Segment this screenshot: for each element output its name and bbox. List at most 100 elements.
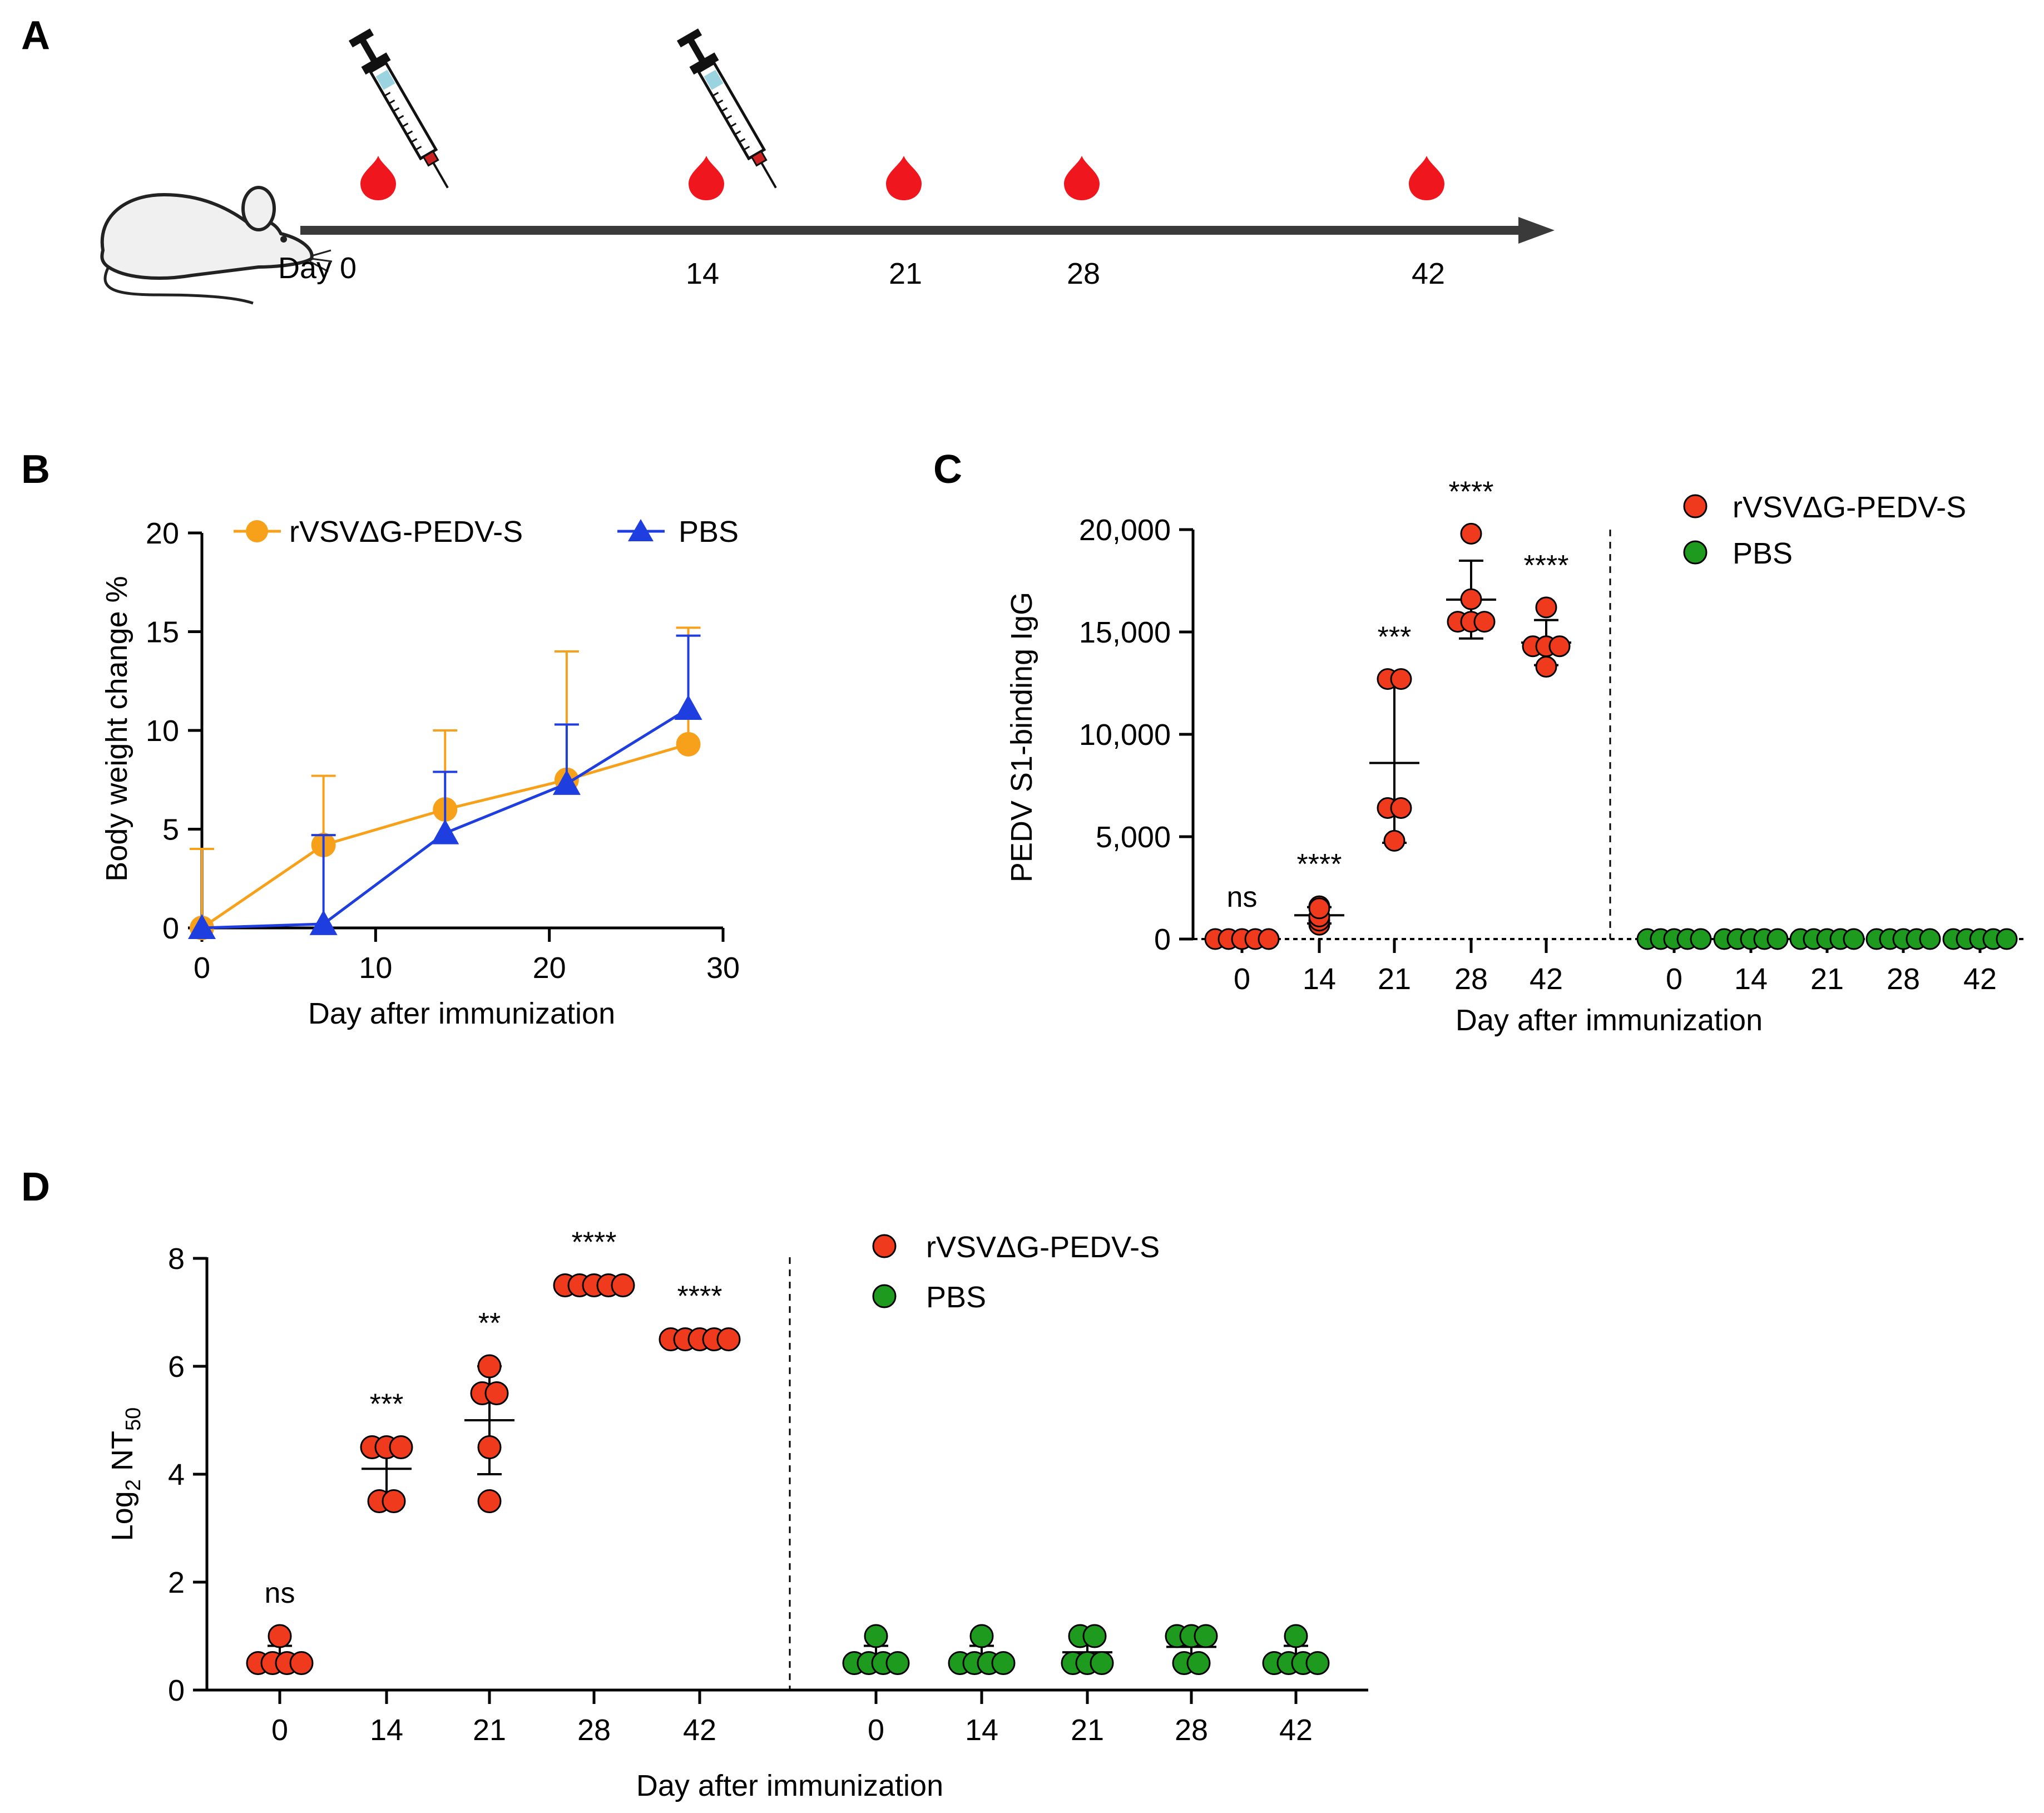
syringe-tick xyxy=(397,115,404,120)
panel-c-point xyxy=(1390,797,1412,819)
syringe-needle xyxy=(432,162,449,189)
panel-d-legend: rVSVΔG-PEDV-S PBS xyxy=(872,1231,1160,1314)
panel-c-legend: rVSVΔG-PEDV-S PBS xyxy=(1683,491,1966,570)
syringe-plunger xyxy=(688,39,705,62)
blood-drop-shape xyxy=(689,156,724,200)
panel-d-x-tick-label: 42 xyxy=(683,1713,716,1747)
panel-d-point xyxy=(389,1435,413,1459)
panel-d-y-label: Log2 NT50 xyxy=(106,1407,145,1542)
panel-label-c: C xyxy=(933,447,962,492)
panel-d-point xyxy=(477,1435,502,1459)
syringe-flange xyxy=(689,52,719,75)
syringe-tick xyxy=(415,146,422,151)
panel-b-legend-treatment: rVSVΔG-PEDV-S xyxy=(289,515,523,549)
panel-b-x-label: Day after immunization xyxy=(308,997,615,1030)
panel-c-x-tick-label: 42 xyxy=(1963,962,1997,996)
panel-c-point xyxy=(1460,588,1482,610)
panel-c-point xyxy=(1690,928,1712,950)
blood-drop-icon xyxy=(886,156,922,200)
panel-b-y-tick-label: 15 xyxy=(146,616,179,649)
syringe-tick xyxy=(402,122,409,128)
syringe-tick xyxy=(730,122,737,128)
panel-c-x-tick-label: 0 xyxy=(1666,962,1682,996)
panel-c-x-tick-label: 21 xyxy=(1378,962,1411,996)
panel-c-y-label: PEDV S1-binding IgG xyxy=(1005,592,1038,882)
timeline-day14-label: 14 xyxy=(686,257,719,290)
timeline-day28-label: 28 xyxy=(1067,257,1100,290)
syringe-tick xyxy=(410,138,418,143)
panel-d-y-tick-label: 0 xyxy=(168,1674,185,1707)
panel-d-point xyxy=(1082,1624,1107,1648)
legend-marker-control xyxy=(1683,540,1708,565)
panel-c-point xyxy=(1258,928,1280,950)
panel-b-legend: rVSVΔG-PEDV-S PBS xyxy=(234,515,739,549)
syringe-flange xyxy=(361,52,391,75)
panel-b-legend-control: PBS xyxy=(679,515,739,549)
panel-d-significance: ** xyxy=(478,1307,501,1340)
panel-b-weight-chart: 0 5 10 15 20 0 10 20 30 Body weight change % Da… xyxy=(100,515,740,1030)
panel-d-point xyxy=(885,1651,910,1675)
panel-c-x-tick-label: 14 xyxy=(1303,962,1336,996)
panel-d-x-tick-label: 21 xyxy=(1071,1713,1104,1747)
panel-b-point xyxy=(674,694,702,720)
syringe-tick xyxy=(739,138,746,143)
panel-d-x-tick-label: 0 xyxy=(271,1713,288,1747)
panel-d-point xyxy=(477,1489,502,1513)
panel-d-point xyxy=(864,1624,888,1648)
blood-drop-shape xyxy=(360,156,396,200)
panel-c-x-tick-label: 28 xyxy=(1887,962,1920,996)
panel-d-y-tick-label: 4 xyxy=(168,1458,185,1491)
panel-b-point xyxy=(552,769,581,795)
panel-d-point xyxy=(477,1354,502,1379)
panel-d-x-label: Day after immunization xyxy=(636,1769,943,1802)
syringe-tick xyxy=(725,115,733,120)
panel-c-point xyxy=(1996,928,2018,950)
panel-b-point xyxy=(188,914,216,939)
panel-d-x-tick-label: 14 xyxy=(965,1713,998,1747)
panel-b-point xyxy=(309,910,338,935)
syringe-tick xyxy=(712,92,719,97)
panel-c-x-tick-label: 21 xyxy=(1810,962,1844,996)
panel-d-point xyxy=(289,1651,314,1675)
syringe-fluid xyxy=(704,70,724,90)
legend-marker-control xyxy=(872,1284,897,1308)
panel-d-legend-control: PBS xyxy=(926,1281,986,1314)
syringe-needle xyxy=(760,162,777,189)
legend-marker-treatment xyxy=(1683,494,1708,518)
syringe-tick xyxy=(743,146,750,151)
panel-d-y-tick-label: 2 xyxy=(168,1566,185,1599)
timeline-day42-label: 42 xyxy=(1412,257,1445,290)
panel-c-x-tick-label: 0 xyxy=(1234,962,1250,996)
panel-c-significance: **** xyxy=(1449,476,1494,508)
panel-d-x-tick-label: 42 xyxy=(1279,1713,1313,1747)
syringe-tick xyxy=(388,99,395,105)
panel-d-point xyxy=(1194,1624,1218,1648)
panel-c-point xyxy=(1843,928,1865,950)
panel-d-x-tick-label: 28 xyxy=(577,1713,611,1747)
syringe-icon xyxy=(348,28,449,189)
syringe-tick xyxy=(734,130,741,135)
blood-drop-icon xyxy=(1409,156,1444,200)
blood-drop-shape xyxy=(1409,156,1444,200)
panel-b-x-tick-label: 30 xyxy=(706,951,740,985)
panel-b-y-label: Body weight change % xyxy=(100,576,133,881)
panel-label-b: B xyxy=(21,447,50,492)
syringe-plunger-head xyxy=(348,28,374,48)
blood-drop-icon xyxy=(689,156,724,200)
panel-d-point xyxy=(382,1489,406,1513)
panel-c-significance: **** xyxy=(1524,550,1569,582)
panel-c-y-tick-label: 10,000 xyxy=(1079,718,1171,752)
panel-label-a: A xyxy=(21,13,50,58)
syringe-tick xyxy=(716,99,724,105)
panel-c-point xyxy=(1308,897,1330,920)
panel-b-x-tick-label: 20 xyxy=(533,951,566,985)
panel-c-y-tick-label: 5,000 xyxy=(1096,821,1171,854)
panel-d-point xyxy=(1090,1651,1114,1675)
panel-c-legend-treatment: rVSVΔG-PEDV-S xyxy=(1733,491,1966,524)
syringe-tick xyxy=(406,130,413,135)
panel-d-legend-treatment: rVSVΔG-PEDV-S xyxy=(926,1231,1160,1264)
panel-b-y-tick-label: 20 xyxy=(146,517,179,550)
panel-d-y-tick-label: 8 xyxy=(168,1242,185,1276)
panel-d-point xyxy=(1305,1651,1330,1675)
